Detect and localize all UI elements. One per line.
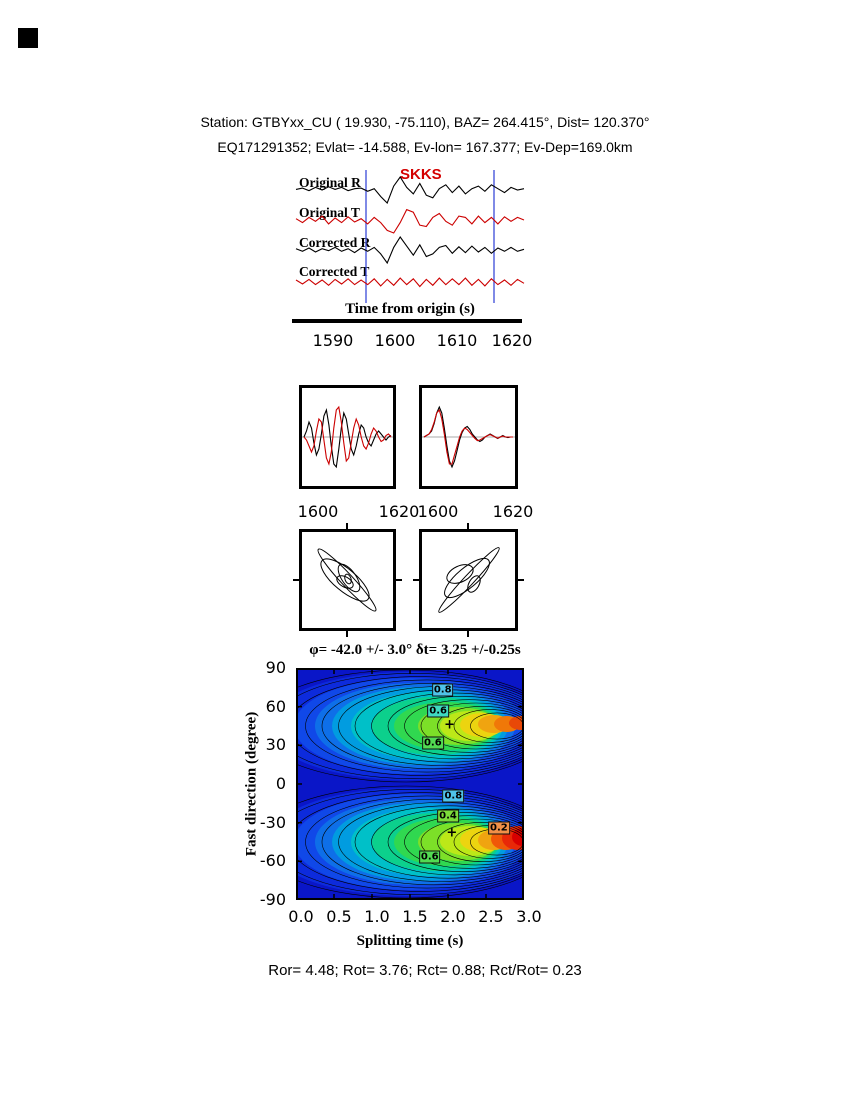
window-right-tick-1600: 1600 (417, 502, 459, 521)
window-original-svg (302, 405, 393, 469)
corner-mark (18, 28, 38, 48)
pm-corrected-svg (438, 547, 500, 613)
pm-loop (344, 573, 352, 585)
time-axis-label: Time from origin (s) (345, 301, 475, 317)
pm-original-box (299, 529, 396, 631)
time-tick-1620: 1620 (491, 331, 533, 350)
pm-tick (346, 631, 348, 637)
y-tick-30: 30 (265, 735, 286, 754)
trace-label-original-t: Original T (299, 205, 360, 220)
misfit-svg (296, 668, 524, 900)
pm-tick (413, 579, 419, 581)
y-tick-0: 0 (275, 774, 286, 793)
trace-corrected-r (295, 236, 525, 265)
pm-loop (336, 575, 354, 589)
trace-original-r (295, 176, 525, 204)
x-tick-0.5: 0.5 (326, 907, 352, 926)
pm-loop (438, 547, 500, 613)
trace-label-original-r: Original R (299, 175, 361, 190)
pm-tick (467, 631, 469, 637)
x-tick-3.0: 3.0 (516, 907, 542, 926)
pm-loop (446, 564, 474, 584)
pm-corrected-box (419, 529, 518, 631)
pm-loop (444, 557, 490, 599)
x-tick-1.5: 1.5 (402, 907, 428, 926)
x-axis-label: Splitting time (s) (356, 933, 464, 949)
window-original-r (303, 408, 392, 469)
window-left-tick-1620: 1620 (378, 502, 420, 521)
pm-loop (317, 548, 377, 612)
trace-label-corrected-r: Corrected R (299, 235, 371, 250)
y-tick-m90: -90 (259, 890, 286, 909)
pm-loop (467, 575, 481, 593)
x-tick-1.0: 1.0 (364, 907, 390, 926)
y-tick-90: 90 (265, 658, 286, 677)
statistics-caption: Ror= 4.48; Rot= 3.76; Rct= 0.88; Rct/Rot… (268, 962, 582, 979)
x-tick-0.0: 0.0 (288, 907, 314, 926)
pm-tick (467, 523, 469, 529)
window-original-t (303, 405, 392, 466)
x-tick-2.5: 2.5 (478, 907, 504, 926)
trace-label-corrected-t: Corrected T (299, 264, 370, 279)
y-tick-m60: -60 (259, 851, 286, 870)
phase-label: SKKS (400, 166, 442, 183)
pm-original-svg (317, 548, 377, 612)
pm-loop (337, 563, 361, 593)
time-axis-line (292, 319, 522, 323)
trace-corrected-t (295, 277, 525, 288)
pm-tick (293, 579, 299, 581)
event-info-line: EQ171291352; Evlat= -14.588, Ev-lon= 167… (217, 139, 633, 155)
window-left-tick-1600: 1600 (297, 502, 339, 521)
window-corrected-svg (422, 405, 515, 469)
pm-tick (518, 579, 524, 581)
time-tick-1590: 1590 (312, 331, 354, 350)
y-tick-m30: -30 (259, 813, 286, 832)
station-info-line: Station: GTBYxx_CU ( 19.930, -75.110), B… (200, 114, 650, 130)
waveform-svg (295, 170, 525, 303)
window-corrected-box (419, 385, 518, 489)
misfit-frame (296, 668, 524, 900)
time-tick-1600: 1600 (374, 331, 416, 350)
window-original-box (299, 385, 396, 489)
time-tick-1610: 1610 (436, 331, 478, 350)
window-right-tick-1620: 1620 (492, 502, 534, 521)
pm-loop (320, 558, 370, 602)
x-tick-2.0: 2.0 (440, 907, 466, 926)
pm-tick (346, 523, 348, 529)
y-tick-60: 60 (265, 697, 286, 716)
window-corrected-t (423, 408, 513, 465)
splitting-result-title: φ= -42.0 +/- 3.0° δt= 3.25 +/-0.25s (309, 642, 521, 658)
trace-original-t (295, 208, 525, 234)
pm-tick (396, 579, 402, 581)
